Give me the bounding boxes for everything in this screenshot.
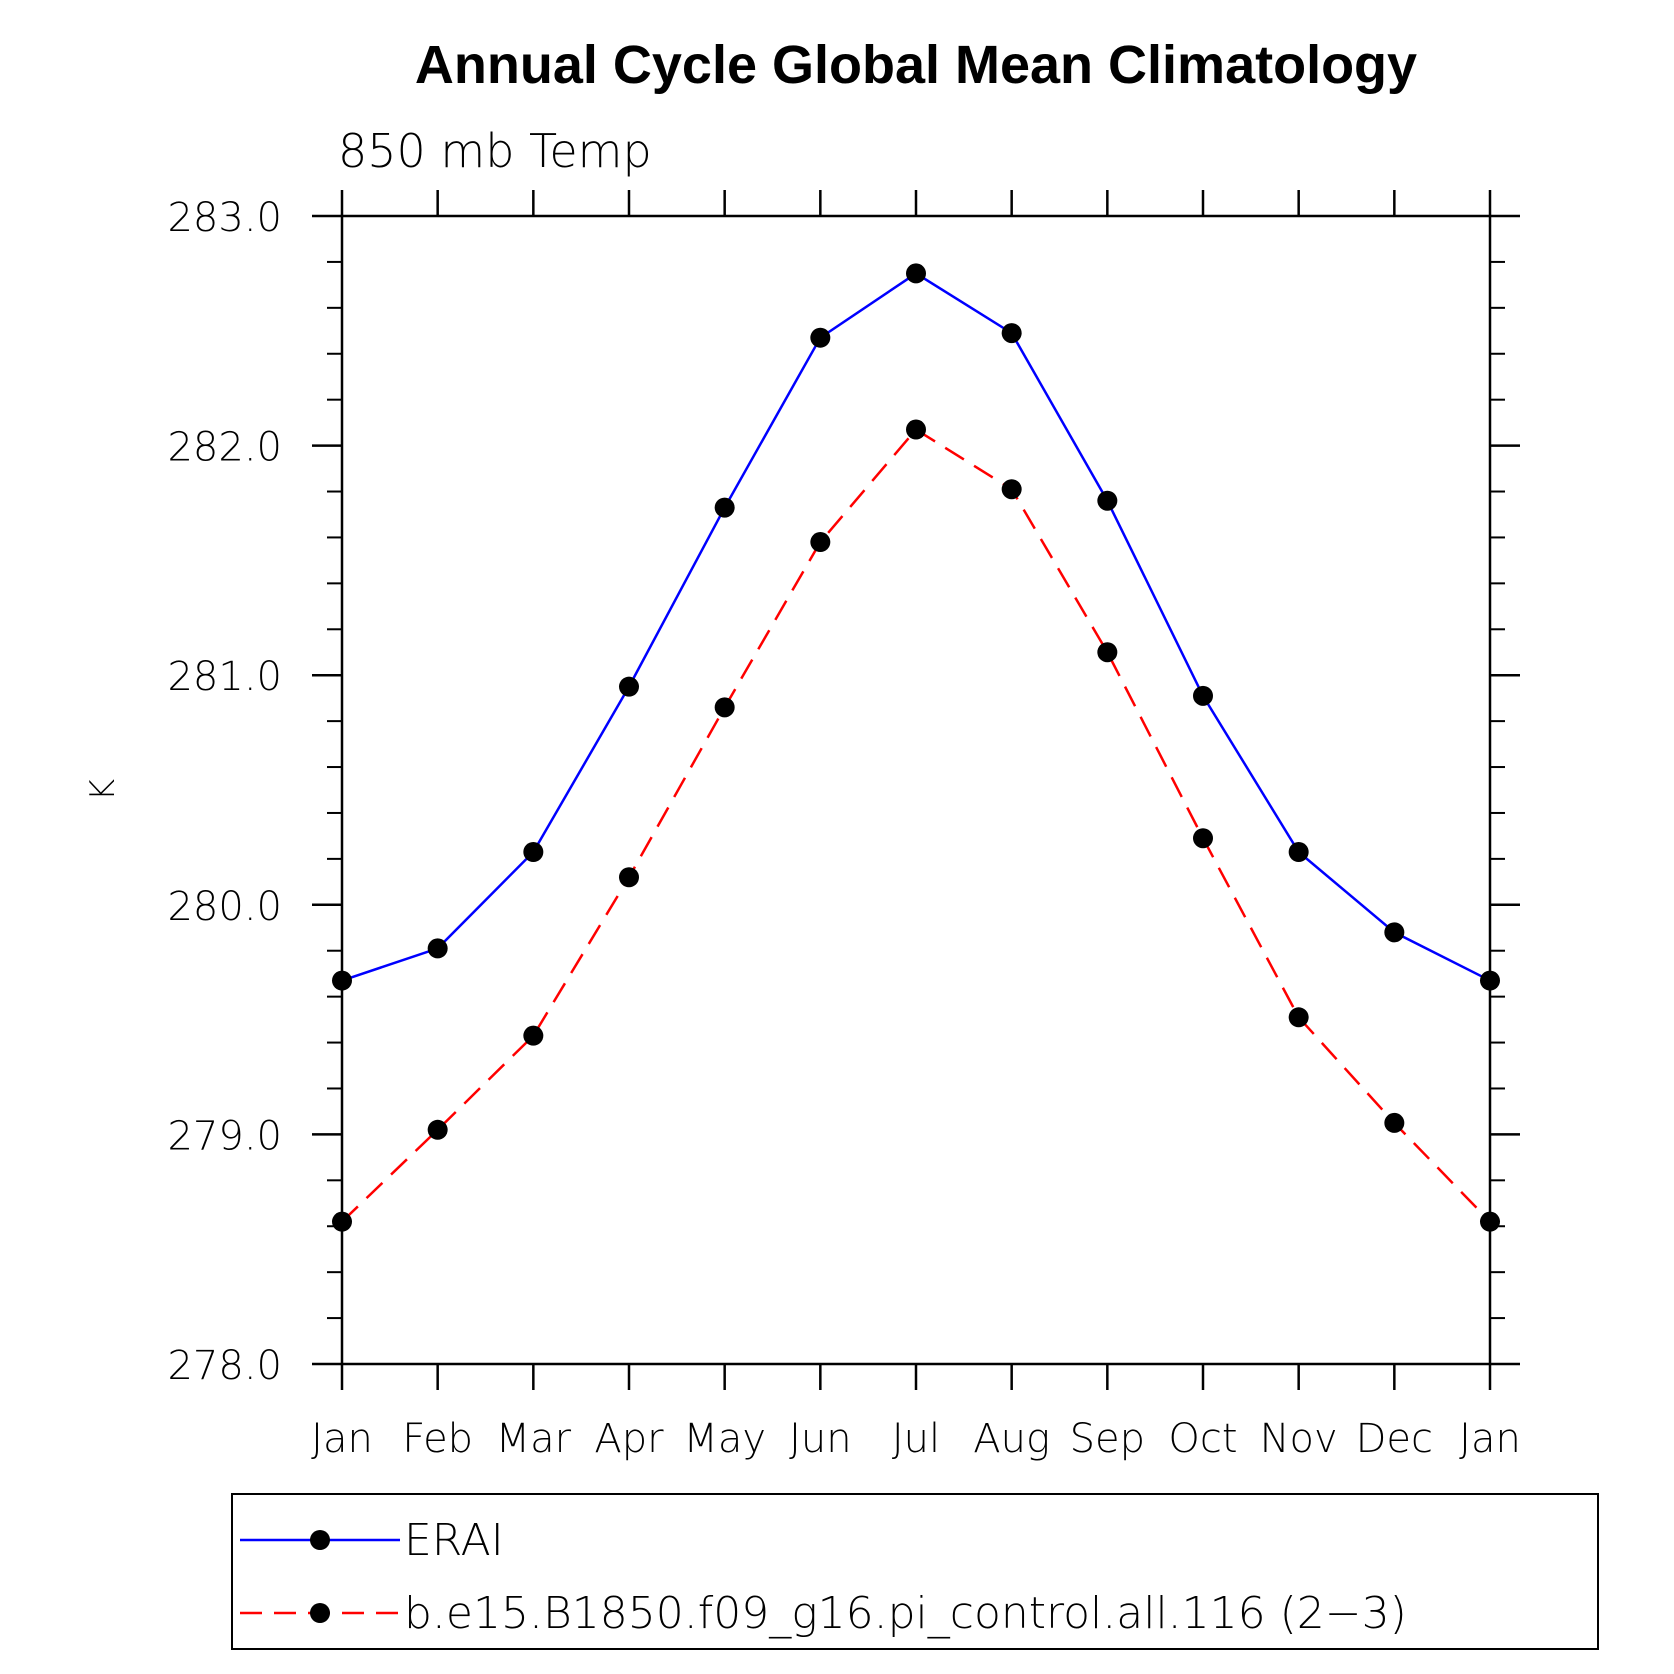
series-2-point bbox=[1001, 479, 1022, 500]
series-1-point bbox=[1288, 841, 1309, 862]
y-tick-label: 282.0 bbox=[167, 425, 282, 471]
series-2-point bbox=[714, 697, 735, 718]
series-1-point bbox=[332, 970, 352, 991]
legend-marker-1 bbox=[310, 1530, 330, 1550]
y-tick-label: 281.0 bbox=[167, 654, 282, 700]
series-lines bbox=[332, 263, 1500, 1232]
x-tick-label: Dec bbox=[1356, 1416, 1433, 1462]
legend: ERAI b.e15.B1850.f09_g16.pi_control.all.1… bbox=[231, 1493, 1599, 1650]
y-tick-label: 280.0 bbox=[167, 884, 282, 930]
chart-title: Annual Cycle Global Mean Climatology bbox=[415, 35, 1417, 95]
series-1-point bbox=[714, 497, 735, 518]
series-2-point bbox=[1288, 1007, 1309, 1028]
axes: Jan Feb Mar Apr May Jun Jul Aug Sep Oct Nov Dec Jan 2… bbox=[167, 190, 1521, 1462]
y-axis-label: K bbox=[83, 779, 123, 801]
plot-frame bbox=[340, 214, 1492, 1366]
x-tick-label: Sep bbox=[1070, 1416, 1145, 1462]
x-tick-label: Mar bbox=[496, 1416, 572, 1462]
x-tick-label: Jul bbox=[892, 1416, 940, 1462]
y-tick-label: 279.0 bbox=[167, 1113, 282, 1159]
series-2-point bbox=[1097, 642, 1118, 663]
series-1-point bbox=[906, 263, 926, 284]
x-tick-label: Apr bbox=[594, 1416, 664, 1462]
series-2-point bbox=[1193, 828, 1213, 849]
series-1-point bbox=[1001, 323, 1022, 344]
x-tick-label: Nov bbox=[1260, 1416, 1338, 1462]
chart-subtitle: 850 mb Temp bbox=[338, 124, 652, 178]
series-2-point bbox=[810, 532, 831, 553]
legend-label-1: ERAI bbox=[404, 1515, 504, 1566]
series-2-point bbox=[1480, 1211, 1500, 1232]
x-tick-label: Jan bbox=[311, 1416, 373, 1462]
x-tick-label: Jun bbox=[789, 1416, 852, 1462]
series-1-point bbox=[810, 327, 831, 348]
x-tick-label: Feb bbox=[402, 1416, 473, 1462]
y-tick-label: 283.0 bbox=[167, 195, 282, 241]
x-tick-label: Jan bbox=[1459, 1416, 1521, 1462]
series-2-point bbox=[332, 1211, 352, 1232]
series-1-point bbox=[619, 676, 639, 697]
series-2-point bbox=[427, 1119, 448, 1140]
series-1-point bbox=[1097, 490, 1118, 511]
series-1-point bbox=[1193, 685, 1213, 706]
series-2-point bbox=[1384, 1112, 1405, 1133]
series-1-point bbox=[1384, 922, 1405, 943]
series-2-point bbox=[619, 867, 639, 888]
x-tick-label: Aug bbox=[973, 1416, 1050, 1462]
series-1-point bbox=[523, 841, 544, 862]
series-1-point bbox=[1480, 970, 1500, 991]
series-line-2 bbox=[341, 427, 1491, 1223]
legend-entries: ERAI b.e15.B1850.f09_g16.pi_control.all.1… bbox=[240, 1515, 1407, 1639]
series-2-point bbox=[906, 419, 926, 440]
legend-label-2: b.e15.B1850.f09_g16.pi_control.all.116 (… bbox=[404, 1588, 1407, 1639]
x-tick-label: May bbox=[683, 1416, 766, 1462]
series-2-point bbox=[523, 1025, 544, 1046]
series-line-1 bbox=[341, 271, 1491, 982]
series-1-point bbox=[427, 938, 448, 959]
legend-box bbox=[231, 1493, 1599, 1650]
legend-marker-2 bbox=[310, 1603, 330, 1623]
x-tick-label: Oct bbox=[1168, 1416, 1237, 1462]
y-tick-label: 278.0 bbox=[167, 1343, 282, 1389]
